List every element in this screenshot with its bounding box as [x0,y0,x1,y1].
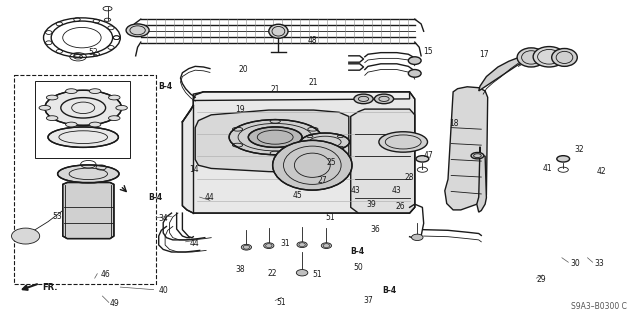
Ellipse shape [412,234,423,241]
Ellipse shape [416,156,429,162]
Text: 51: 51 [312,271,322,279]
Text: 18: 18 [449,119,459,128]
Ellipse shape [109,95,120,100]
Text: 52: 52 [88,48,98,57]
Ellipse shape [374,94,394,104]
Ellipse shape [517,48,545,67]
Ellipse shape [264,243,274,249]
Text: 20: 20 [238,65,248,74]
Text: 34: 34 [159,214,168,223]
Text: 44: 44 [205,193,214,202]
Ellipse shape [241,244,252,250]
Text: 41: 41 [543,164,552,173]
Ellipse shape [269,24,288,38]
Text: 51: 51 [276,298,286,307]
Ellipse shape [408,57,421,64]
Text: 47: 47 [424,151,433,160]
Text: 28: 28 [404,173,414,182]
Text: B-4: B-4 [159,82,173,91]
Text: 53: 53 [52,212,62,221]
Text: 27: 27 [317,176,327,185]
Polygon shape [479,57,526,91]
Text: 45: 45 [293,191,303,200]
Text: 42: 42 [596,167,606,176]
Ellipse shape [46,116,58,121]
Polygon shape [182,92,415,213]
Text: 40: 40 [159,286,168,295]
Ellipse shape [126,24,149,37]
Polygon shape [63,182,114,239]
Polygon shape [351,109,415,213]
Text: 29: 29 [536,275,546,284]
Bar [35,81,130,158]
Ellipse shape [471,152,484,159]
Ellipse shape [273,140,352,190]
Text: B-4: B-4 [351,247,365,256]
Ellipse shape [297,242,307,248]
Text: 30: 30 [571,259,580,268]
Text: 37: 37 [364,296,373,305]
Text: 36: 36 [370,225,380,234]
Polygon shape [195,110,349,172]
Text: 44: 44 [189,239,199,248]
Text: 43: 43 [392,186,401,195]
Bar [14,75,156,284]
Ellipse shape [301,133,349,151]
Text: 17: 17 [479,50,488,59]
Text: 25: 25 [326,158,336,167]
Ellipse shape [65,122,77,127]
Polygon shape [477,147,486,212]
Text: 39: 39 [366,200,376,209]
Ellipse shape [533,47,565,67]
Text: 48: 48 [307,36,317,45]
Text: 32: 32 [575,145,584,154]
Ellipse shape [296,270,308,276]
Text: 26: 26 [396,202,405,211]
Text: B-4: B-4 [148,193,162,202]
Text: 49: 49 [110,299,120,308]
Polygon shape [193,92,410,100]
Text: 33: 33 [594,259,604,268]
Ellipse shape [90,122,101,127]
Ellipse shape [48,127,118,147]
Ellipse shape [12,228,40,244]
Ellipse shape [116,105,127,110]
Text: 15: 15 [424,47,433,56]
Ellipse shape [45,90,122,125]
Text: 21: 21 [308,78,318,87]
Ellipse shape [557,156,570,162]
Ellipse shape [248,127,302,147]
Text: 14: 14 [189,165,199,174]
Ellipse shape [39,105,51,110]
Text: 22: 22 [268,269,277,278]
Ellipse shape [109,116,120,121]
Text: B-4: B-4 [383,286,397,295]
Ellipse shape [379,132,428,152]
Ellipse shape [321,243,332,249]
Ellipse shape [229,120,321,155]
Text: FR.: FR. [42,283,58,292]
Text: 31: 31 [280,239,290,248]
Text: 38: 38 [236,265,245,274]
Text: 50: 50 [353,263,363,272]
Ellipse shape [552,48,577,66]
Text: 21: 21 [270,85,280,94]
Ellipse shape [65,89,77,93]
Polygon shape [445,87,488,210]
Ellipse shape [46,95,58,100]
Text: 51: 51 [325,213,335,222]
Text: 19: 19 [236,105,245,114]
Text: 46: 46 [101,271,111,279]
Ellipse shape [58,165,119,183]
Text: 43: 43 [351,186,360,195]
Ellipse shape [408,70,421,77]
Ellipse shape [90,89,101,93]
Ellipse shape [354,94,373,104]
Text: S9A3–B0300 C: S9A3–B0300 C [572,302,627,311]
